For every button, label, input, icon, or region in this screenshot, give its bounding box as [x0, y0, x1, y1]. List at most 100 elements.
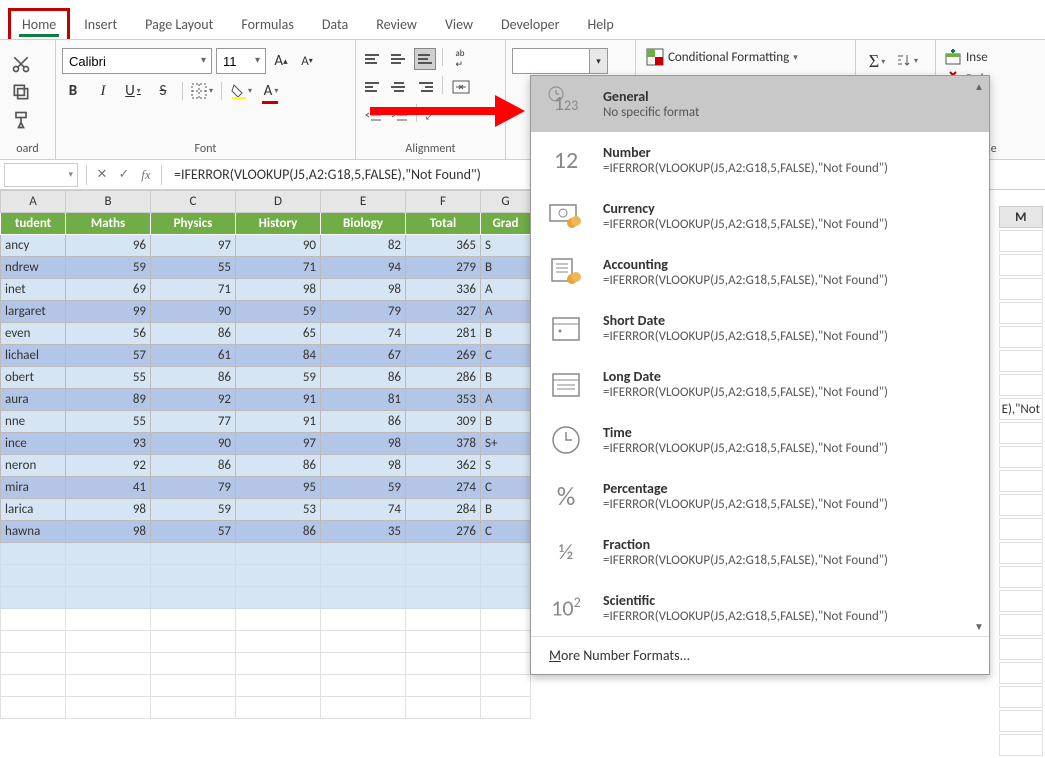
col-header-a[interactable]: A	[1, 191, 66, 213]
empty-cell[interactable]	[406, 609, 481, 631]
insert-cells-button[interactable]: Inse	[944, 48, 988, 66]
table-cell[interactable]: 96	[66, 235, 151, 257]
empty-cell[interactable]	[151, 653, 236, 675]
table-cell[interactable]: 94	[321, 257, 406, 279]
empty-cell[interactable]	[481, 697, 531, 719]
table-cell[interactable]	[236, 565, 321, 587]
table-cell[interactable]: 98	[66, 499, 151, 521]
table-cell[interactable]: 69	[66, 279, 151, 301]
table-cell[interactable]	[481, 543, 531, 565]
table-cell[interactable]: 84	[236, 345, 321, 367]
more-number-formats[interactable]: More Number Formats...	[531, 636, 989, 674]
table-cell[interactable]: 92	[66, 455, 151, 477]
align-bottom-icon[interactable]	[414, 48, 436, 70]
table-cell[interactable]: 362	[406, 455, 481, 477]
empty-cell[interactable]	[406, 697, 481, 719]
table-header[interactable]: Biology	[321, 213, 406, 235]
empty-cell[interactable]	[1, 675, 66, 697]
table-cell[interactable]: 74	[321, 323, 406, 345]
table-cell[interactable]: 378	[406, 433, 481, 455]
sort-filter-button[interactable]	[896, 50, 918, 72]
copy-icon[interactable]	[10, 81, 32, 103]
increase-font-icon[interactable]: A▴	[270, 50, 292, 72]
table-cell[interactable]: 98	[236, 279, 321, 301]
table-cell[interactable]	[151, 587, 236, 609]
table-cell[interactable]: 57	[151, 521, 236, 543]
empty-cell[interactable]	[481, 609, 531, 631]
col-header-e[interactable]: E	[321, 191, 406, 213]
table-header[interactable]: Physics	[151, 213, 236, 235]
table-cell[interactable]: largaret	[1, 301, 66, 323]
table-cell[interactable]: B	[481, 257, 531, 279]
format-painter-icon[interactable]	[10, 109, 32, 131]
format-option-shortdate[interactable]: Short Date=IFERROR(VLOOKUP(J5,A2:G18,5,F…	[531, 300, 989, 356]
table-cell[interactable]: 353	[406, 389, 481, 411]
table-cell[interactable]: 86	[321, 411, 406, 433]
decrease-font-icon[interactable]: A▾	[296, 50, 318, 72]
col-header-m[interactable]: M	[999, 206, 1043, 228]
table-cell[interactable]: 71	[151, 279, 236, 301]
table-cell[interactable]: 90	[151, 301, 236, 323]
table-cell[interactable]: 92	[151, 389, 236, 411]
tab-page-layout[interactable]: Page Layout	[131, 8, 227, 39]
tab-help[interactable]: Help	[573, 8, 627, 39]
table-cell[interactable]: S+	[481, 433, 531, 455]
name-box[interactable]	[4, 163, 78, 187]
table-cell[interactable]: 55	[66, 367, 151, 389]
table-cell[interactable]: 57	[66, 345, 151, 367]
empty-cell[interactable]	[66, 609, 151, 631]
col-header-g[interactable]: G	[481, 191, 531, 213]
table-cell[interactable]: 59	[66, 257, 151, 279]
table-cell[interactable]: 61	[151, 345, 236, 367]
empty-cell[interactable]	[236, 631, 321, 653]
format-option-time[interactable]: Time=IFERROR(VLOOKUP(J5,A2:G18,5,FALSE),…	[531, 412, 989, 468]
merge-cells-icon[interactable]	[449, 76, 471, 98]
table-cell[interactable]: 59	[236, 301, 321, 323]
table-cell[interactable]: 79	[321, 301, 406, 323]
empty-cell[interactable]	[66, 631, 151, 653]
table-cell[interactable]: 86	[151, 455, 236, 477]
col-header-c[interactable]: C	[151, 191, 236, 213]
table-cell[interactable]: 89	[66, 389, 151, 411]
table-cell[interactable]: C	[481, 345, 531, 367]
empty-cell[interactable]	[1, 653, 66, 675]
table-cell[interactable]	[1, 565, 66, 587]
empty-cell[interactable]	[1, 609, 66, 631]
accept-formula-icon[interactable]: ✓	[113, 167, 135, 182]
table-cell[interactable]: S	[481, 455, 531, 477]
table-header[interactable]: Grad	[481, 213, 531, 235]
italic-button[interactable]: I	[92, 80, 114, 102]
tab-home[interactable]: Home	[8, 8, 70, 39]
table-cell[interactable]	[1, 543, 66, 565]
empty-cell[interactable]	[236, 653, 321, 675]
table-cell[interactable]: S	[481, 235, 531, 257]
autosum-button[interactable]: Σ	[866, 50, 888, 72]
cell-m-overflow[interactable]: E),"Not	[999, 398, 1043, 420]
empty-cell[interactable]	[406, 631, 481, 653]
table-cell[interactable]: 59	[236, 367, 321, 389]
table-cell[interactable]: neron	[1, 455, 66, 477]
table-cell[interactable]: 56	[66, 323, 151, 345]
tab-data[interactable]: Data	[308, 8, 362, 39]
table-cell[interactable]	[321, 565, 406, 587]
table-cell[interactable]: 309	[406, 411, 481, 433]
table-cell[interactable]: 65	[236, 323, 321, 345]
table-cell[interactable]: 91	[236, 411, 321, 433]
empty-cell[interactable]	[321, 609, 406, 631]
number-format-dropdown-icon[interactable]: ▾	[589, 49, 607, 73]
table-cell[interactable]: 67	[321, 345, 406, 367]
table-cell[interactable]	[321, 543, 406, 565]
column-m[interactable]: M E),"Not	[997, 204, 1045, 758]
font-name-select[interactable]	[62, 48, 212, 74]
table-cell[interactable]: lichael	[1, 345, 66, 367]
table-cell[interactable]: even	[1, 323, 66, 345]
tab-insert[interactable]: Insert	[70, 8, 131, 39]
align-right-icon[interactable]	[414, 76, 436, 98]
table-cell[interactable]	[66, 587, 151, 609]
conditional-formatting-button[interactable]: Conditional Formatting ▾	[646, 48, 798, 66]
table-cell[interactable]: 99	[66, 301, 151, 323]
table-cell[interactable]: 86	[151, 323, 236, 345]
table-header[interactable]: Total	[406, 213, 481, 235]
orientation-icon[interactable]: ⤢	[423, 104, 445, 126]
decrease-indent-icon[interactable]	[362, 104, 384, 126]
